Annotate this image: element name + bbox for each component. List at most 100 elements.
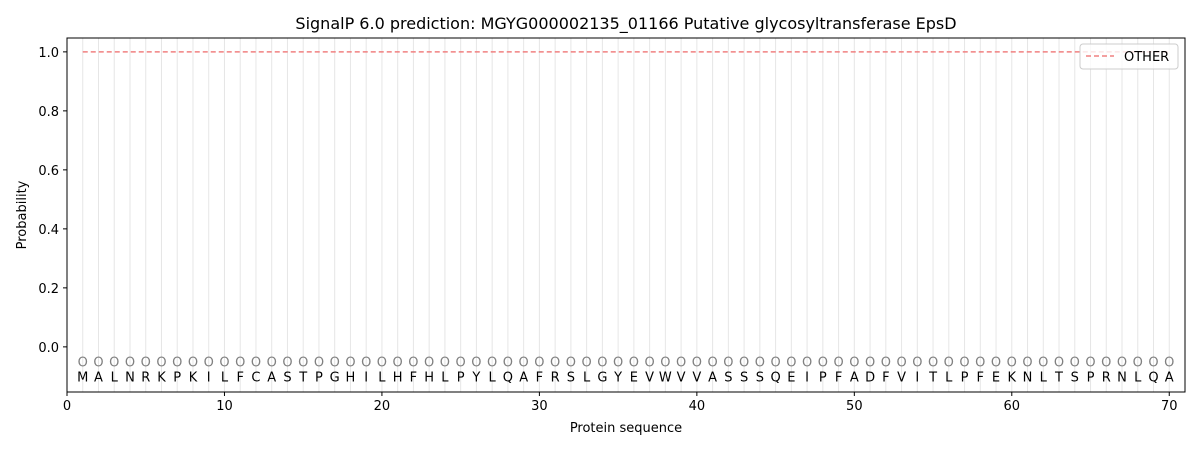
residue-label: T <box>928 370 937 385</box>
residue-label: Q <box>770 370 780 385</box>
residue-label: H <box>424 370 434 385</box>
prediction-label: O <box>660 356 670 371</box>
prediction-label: O <box>849 356 859 371</box>
residue-label: R <box>551 370 560 385</box>
residue-label: S <box>740 370 748 385</box>
prediction-label: O <box>755 356 765 371</box>
prediction-label: O <box>723 356 733 371</box>
prediction-label: O <box>770 356 780 371</box>
prediction-label: O <box>1054 356 1064 371</box>
prediction-label: O <box>1133 356 1143 371</box>
prediction-label: O <box>786 356 796 371</box>
chart-title: SignalP 6.0 prediction: MGYG000002135_01… <box>295 14 956 34</box>
prediction-label: O <box>235 356 245 371</box>
residue-label: L <box>441 370 449 385</box>
residue-label: V <box>692 370 701 385</box>
prediction-label: O <box>78 356 88 371</box>
residue-label: L <box>1040 370 1048 385</box>
residue-label: F <box>977 370 984 385</box>
residue-label: L <box>945 370 953 385</box>
residue-label: P <box>819 370 827 385</box>
residue-label: I <box>805 370 809 385</box>
prediction-label: O <box>597 356 607 371</box>
prediction-label: O <box>424 356 434 371</box>
prediction-label: O <box>188 356 198 371</box>
x-tick-label: 30 <box>531 399 548 414</box>
residue-label: C <box>251 370 260 385</box>
residue-label: R <box>1102 370 1111 385</box>
prediction-label: O <box>440 356 450 371</box>
x-tick-label: 70 <box>1161 399 1178 414</box>
prediction-label: O <box>692 356 702 371</box>
prediction-label: O <box>629 356 639 371</box>
prediction-label: O <box>676 356 686 371</box>
legend-box <box>1079 43 1179 70</box>
prediction-label: O <box>298 356 308 371</box>
residue-label: Y <box>471 370 480 385</box>
y-tick-label: 0.8 <box>38 105 59 120</box>
prediction-label: O <box>1164 356 1174 371</box>
residue-label: T <box>1054 370 1063 385</box>
prediction-label: O <box>991 356 1001 371</box>
prediction-label: O <box>818 356 828 371</box>
y-tick-label: 0.2 <box>38 282 59 297</box>
residue-label: E <box>630 370 638 385</box>
residue-label: S <box>283 370 291 385</box>
prediction-label: O <box>93 356 103 371</box>
prediction-label: O <box>944 356 954 371</box>
prediction-label: O <box>345 356 355 371</box>
prediction-label: O <box>377 356 387 371</box>
y-tick-label: 1.0 <box>38 46 59 61</box>
residue-label: F <box>410 370 417 385</box>
prediction-label: O <box>928 356 938 371</box>
prediction-label: O <box>141 356 151 371</box>
residue-label: Q <box>1148 370 1158 385</box>
residue-label: A <box>94 370 103 385</box>
prediction-label: O <box>1038 356 1048 371</box>
y-tick-label: 0.6 <box>38 164 59 179</box>
residue-label: V <box>677 370 686 385</box>
residue-label: S <box>1071 370 1079 385</box>
residue-label: A <box>850 370 859 385</box>
residue-label: L <box>489 370 497 385</box>
residue-label: P <box>1087 370 1095 385</box>
residue-label: N <box>1117 370 1127 385</box>
residue-label: K <box>157 370 166 385</box>
legend: OTHER <box>1079 43 1179 70</box>
residue-label: L <box>221 370 229 385</box>
residue-label: S <box>756 370 764 385</box>
prediction-label: O <box>156 356 166 371</box>
residue-label: G <box>597 370 607 385</box>
prediction-label: O <box>267 356 277 371</box>
residue-label: H <box>393 370 403 385</box>
prediction-label: O <box>204 356 214 371</box>
residue-gridlines <box>82 38 1170 392</box>
prediction-label: O <box>707 356 717 371</box>
x-tick-label: 0 <box>63 399 71 414</box>
residue-label: F <box>835 370 842 385</box>
residue-label: P <box>961 370 969 385</box>
residue-label: A <box>708 370 717 385</box>
residue-label: H <box>346 370 356 385</box>
prediction-label: O <box>534 356 544 371</box>
prediction-label: O <box>881 356 891 371</box>
prediction-label: O <box>959 356 969 371</box>
residue-label: G <box>330 370 340 385</box>
legend-label-other: OTHER <box>1124 50 1169 65</box>
residue-label: D <box>865 370 875 385</box>
x-tick-label: 40 <box>689 399 706 414</box>
prediction-label: O <box>582 356 592 371</box>
plot-frame <box>66 37 1186 393</box>
prediction-label: O <box>456 356 466 371</box>
residue-label: S <box>724 370 732 385</box>
x-tick-label: 20 <box>374 399 391 414</box>
residue-label: V <box>897 370 906 385</box>
residue-label: M <box>77 370 88 385</box>
residue-label: Y <box>613 370 622 385</box>
residue-label: L <box>583 370 591 385</box>
prediction-label: O <box>802 356 812 371</box>
prediction-label: O <box>912 356 922 371</box>
residue-label: F <box>882 370 889 385</box>
prediction-label: O <box>566 356 576 371</box>
